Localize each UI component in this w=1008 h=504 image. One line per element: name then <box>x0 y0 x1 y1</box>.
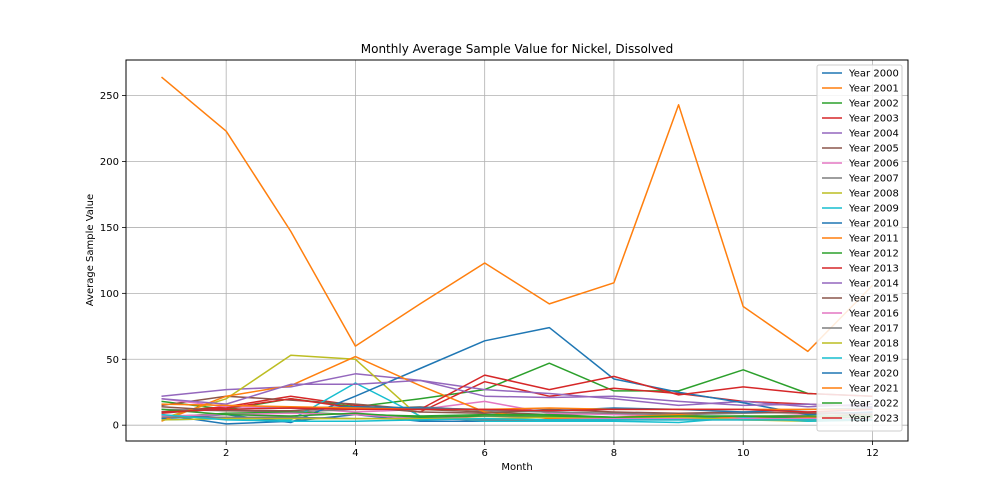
legend-label: Year 2007 <box>848 174 899 185</box>
legend-label: Year 2018 <box>848 339 899 350</box>
legend-label: Year 2021 <box>848 384 899 395</box>
legend-label: Year 2001 <box>848 84 899 95</box>
legend-box <box>816 64 903 432</box>
legend-label: Year 2011 <box>848 234 899 245</box>
legend-label: Year 2014 <box>848 279 899 290</box>
y-axis-label: Average Sample Value <box>85 194 96 306</box>
x-tick-label: 12 <box>866 448 879 459</box>
legend-label: Year 2016 <box>848 309 899 320</box>
series-line-year-2019 <box>161 413 873 422</box>
legend-label: Year 2006 <box>848 159 899 170</box>
x-tick-label: 10 <box>737 448 750 459</box>
legend-label: Year 2004 <box>848 129 899 140</box>
series-line-year-2001 <box>161 76 874 353</box>
legend-label: Year 2012 <box>848 249 899 260</box>
y-tick-label: 50 <box>106 355 119 366</box>
x-tick-label: 8 <box>611 448 617 459</box>
y-tick-label: 200 <box>100 157 119 168</box>
legend-label: Year 2000 <box>848 69 899 80</box>
legend: Year 2000 Year 2001 Year 2002 Year 2003 Year… <box>816 64 903 432</box>
legend-label: Year 2020 <box>848 369 899 380</box>
x-tick-label: 4 <box>352 448 358 459</box>
x-axis-label: Month <box>501 462 532 473</box>
legend-label: Year 2013 <box>848 264 899 275</box>
y-tick-label: 250 <box>100 91 119 102</box>
legend-label: Year 2019 <box>848 354 899 365</box>
legend-label: Year 2009 <box>848 204 899 215</box>
legend-label: Year 2003 <box>848 114 899 125</box>
y-tick-label: 100 <box>100 289 119 300</box>
legend-label: Year 2015 <box>848 294 899 305</box>
x-tick-label: 2 <box>223 448 229 459</box>
series-line-year-2022 <box>161 408 873 419</box>
series-line-year-2013 <box>161 374 873 415</box>
legend-label: Year 2022 <box>848 399 899 410</box>
series-line-year-2014 <box>161 379 873 408</box>
legend-label: Year 2005 <box>848 144 899 155</box>
x-tick-label: 6 <box>481 448 487 459</box>
y-tick-label: 0 <box>113 421 119 432</box>
series-lines <box>161 76 874 425</box>
y-tick-label: 150 <box>100 223 119 234</box>
grid <box>126 60 908 441</box>
legend-label: Year 2002 <box>848 99 899 110</box>
chart-title: Monthly Average Sample Value for Nickel,… <box>361 42 673 56</box>
series-line-year-2023 <box>161 407 873 413</box>
legend-label: Year 2010 <box>848 219 899 230</box>
legend-label: Year 2023 <box>848 414 899 425</box>
legend-label: Year 2017 <box>848 324 899 335</box>
plot-area-frame <box>125 59 909 442</box>
legend-label: Year 2008 <box>848 189 899 200</box>
axis-ticks: 2 4 6 8 10 12 0 50 100 150 200 250 <box>100 91 879 459</box>
